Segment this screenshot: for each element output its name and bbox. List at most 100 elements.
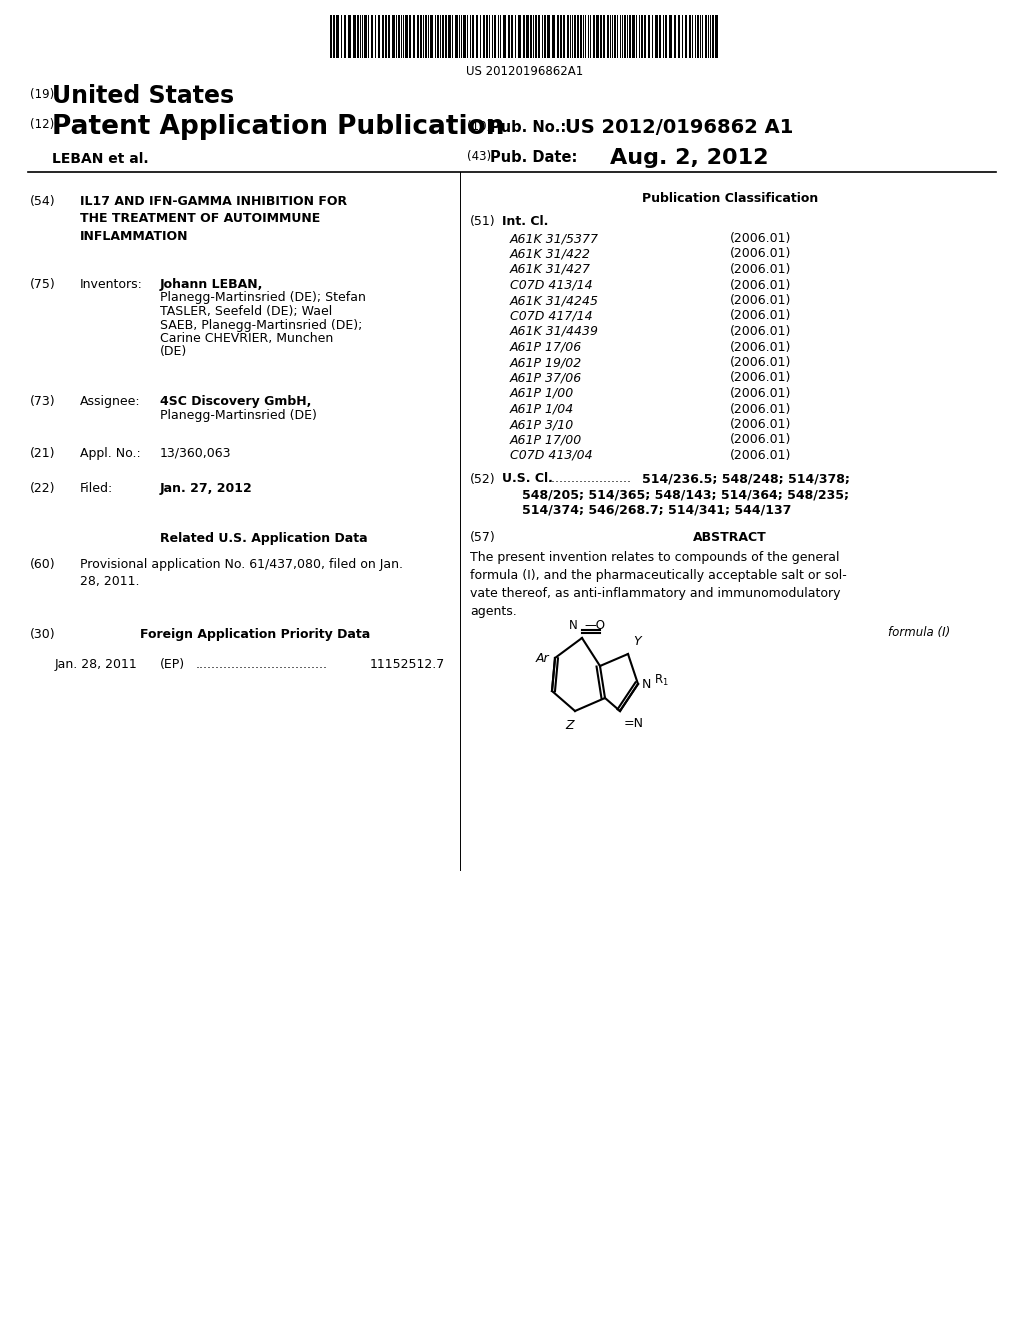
Text: A61P 37/06: A61P 37/06 (510, 371, 583, 384)
Text: A61K 31/4245: A61K 31/4245 (510, 294, 599, 308)
Bar (413, 15, 415, 58)
Text: A61K 31/4439: A61K 31/4439 (510, 325, 599, 338)
Text: 514/236.5; 548/248; 514/378;: 514/236.5; 548/248; 514/378; (642, 473, 850, 486)
Text: 514/374; 546/268.7; 514/341; 544/137: 514/374; 546/268.7; 514/341; 544/137 (522, 503, 792, 516)
Text: Provisional application No. 61/437,080, filed on Jan.
28, 2011.: Provisional application No. 61/437,080, … (80, 558, 403, 589)
Text: formula (I): formula (I) (888, 626, 950, 639)
Text: 11152512.7: 11152512.7 (370, 657, 445, 671)
Bar (388, 15, 390, 58)
Text: Planegg-Martinsried (DE): Planegg-Martinsried (DE) (160, 408, 316, 421)
Bar (600, 15, 602, 58)
Text: R$_{\mathregular{1}}$: R$_{\mathregular{1}}$ (654, 672, 669, 688)
Bar (409, 15, 411, 58)
Text: US 2012/0196862 A1: US 2012/0196862 A1 (565, 117, 794, 137)
Bar (353, 15, 356, 58)
Text: A61P 17/06: A61P 17/06 (510, 341, 583, 354)
Text: (43): (43) (467, 150, 492, 162)
Bar (648, 15, 650, 58)
Bar (442, 15, 444, 58)
Bar (430, 15, 433, 58)
Text: SAEB, Planegg-Martinsried (DE);: SAEB, Planegg-Martinsried (DE); (160, 318, 362, 331)
Text: Planegg-Martinsried (DE); Stefan: Planegg-Martinsried (DE); Stefan (160, 292, 366, 305)
Text: Jan. 27, 2012: Jan. 27, 2012 (160, 482, 253, 495)
Text: (52): (52) (470, 473, 496, 486)
Bar (603, 15, 605, 58)
Bar (420, 15, 422, 58)
Bar (503, 15, 506, 58)
Bar (580, 15, 582, 58)
Text: United States: United States (52, 84, 234, 108)
Text: C07D 413/04: C07D 413/04 (510, 449, 593, 462)
Text: (2006.01): (2006.01) (730, 433, 792, 446)
Bar (445, 15, 447, 58)
Bar (406, 15, 408, 58)
Text: C07D 413/14: C07D 413/14 (510, 279, 593, 292)
Text: (2006.01): (2006.01) (730, 371, 792, 384)
Text: Pub. Date:: Pub. Date: (490, 150, 578, 165)
Text: (EP): (EP) (160, 657, 185, 671)
Text: A61P 19/02: A61P 19/02 (510, 356, 583, 370)
Text: Patent Application Publication: Patent Application Publication (52, 114, 505, 140)
Text: Filed:: Filed: (80, 482, 114, 495)
Text: A61P 17/00: A61P 17/00 (510, 433, 583, 446)
Text: 13/360,063: 13/360,063 (160, 447, 231, 459)
Text: (2006.01): (2006.01) (730, 403, 792, 416)
Bar (348, 15, 351, 58)
Text: .....................: ..................... (548, 473, 632, 486)
Text: (2006.01): (2006.01) (730, 449, 792, 462)
Text: C07D 417/14: C07D 417/14 (510, 309, 593, 322)
Text: (2006.01): (2006.01) (730, 248, 792, 260)
Bar (697, 15, 699, 58)
Text: (12): (12) (30, 117, 54, 131)
Bar (547, 15, 550, 58)
Text: ABSTRACT: ABSTRACT (693, 531, 767, 544)
Text: (2006.01): (2006.01) (730, 325, 792, 338)
Text: Aug. 2, 2012: Aug. 2, 2012 (610, 148, 768, 168)
Bar (644, 15, 646, 58)
Bar (476, 15, 478, 58)
Text: Assignee:: Assignee: (80, 395, 140, 408)
Text: (19): (19) (30, 88, 54, 102)
Text: (2006.01): (2006.01) (730, 387, 792, 400)
Bar (624, 15, 626, 58)
Text: (2006.01): (2006.01) (730, 341, 792, 354)
Bar (593, 15, 595, 58)
Bar (511, 15, 513, 58)
Text: Johann LEBAN,: Johann LEBAN, (160, 279, 263, 290)
Bar (472, 15, 474, 58)
Bar (535, 15, 537, 58)
Bar (344, 15, 346, 58)
Text: A61K 31/5377: A61K 31/5377 (510, 232, 599, 246)
Text: IL17 AND IFN-GAMMA INHIBITION FOR
THE TREATMENT OF AUTOIMMUNE
INFLAMMATION: IL17 AND IFN-GAMMA INHIBITION FOR THE TR… (80, 195, 347, 243)
Bar (557, 15, 559, 58)
Text: (57): (57) (470, 531, 496, 544)
Text: (2006.01): (2006.01) (730, 294, 792, 308)
Bar (705, 15, 707, 58)
Bar (632, 15, 635, 58)
Text: Inventors:: Inventors: (80, 279, 143, 290)
Text: Publication Classification: Publication Classification (642, 191, 818, 205)
Bar (655, 15, 658, 58)
Text: (2006.01): (2006.01) (730, 418, 792, 432)
Text: Int. Cl.: Int. Cl. (502, 215, 549, 228)
Bar (382, 15, 384, 58)
Text: The present invention relates to compounds of the general
formula (I), and the p: The present invention relates to compoun… (470, 550, 847, 618)
Bar (641, 15, 643, 58)
Bar (530, 15, 532, 58)
Text: (2006.01): (2006.01) (730, 263, 792, 276)
Bar (563, 15, 565, 58)
Bar (357, 15, 359, 58)
Text: 548/205; 514/365; 548/143; 514/364; 548/235;: 548/205; 514/365; 548/143; 514/364; 548/… (522, 488, 849, 502)
Bar (378, 15, 380, 58)
Bar (574, 15, 575, 58)
Bar (523, 15, 525, 58)
Bar (437, 15, 439, 58)
Text: Pub. No.:: Pub. No.: (490, 120, 566, 135)
Text: (60): (60) (30, 558, 55, 572)
Text: LEBAN et al.: LEBAN et al. (52, 152, 148, 166)
Bar (494, 15, 496, 58)
Bar (385, 15, 387, 58)
Text: A61P 1/00: A61P 1/00 (510, 387, 574, 400)
Text: Carine CHEVRIER, Munchen: Carine CHEVRIER, Munchen (160, 333, 333, 345)
Text: A61P 3/10: A61P 3/10 (510, 418, 574, 432)
